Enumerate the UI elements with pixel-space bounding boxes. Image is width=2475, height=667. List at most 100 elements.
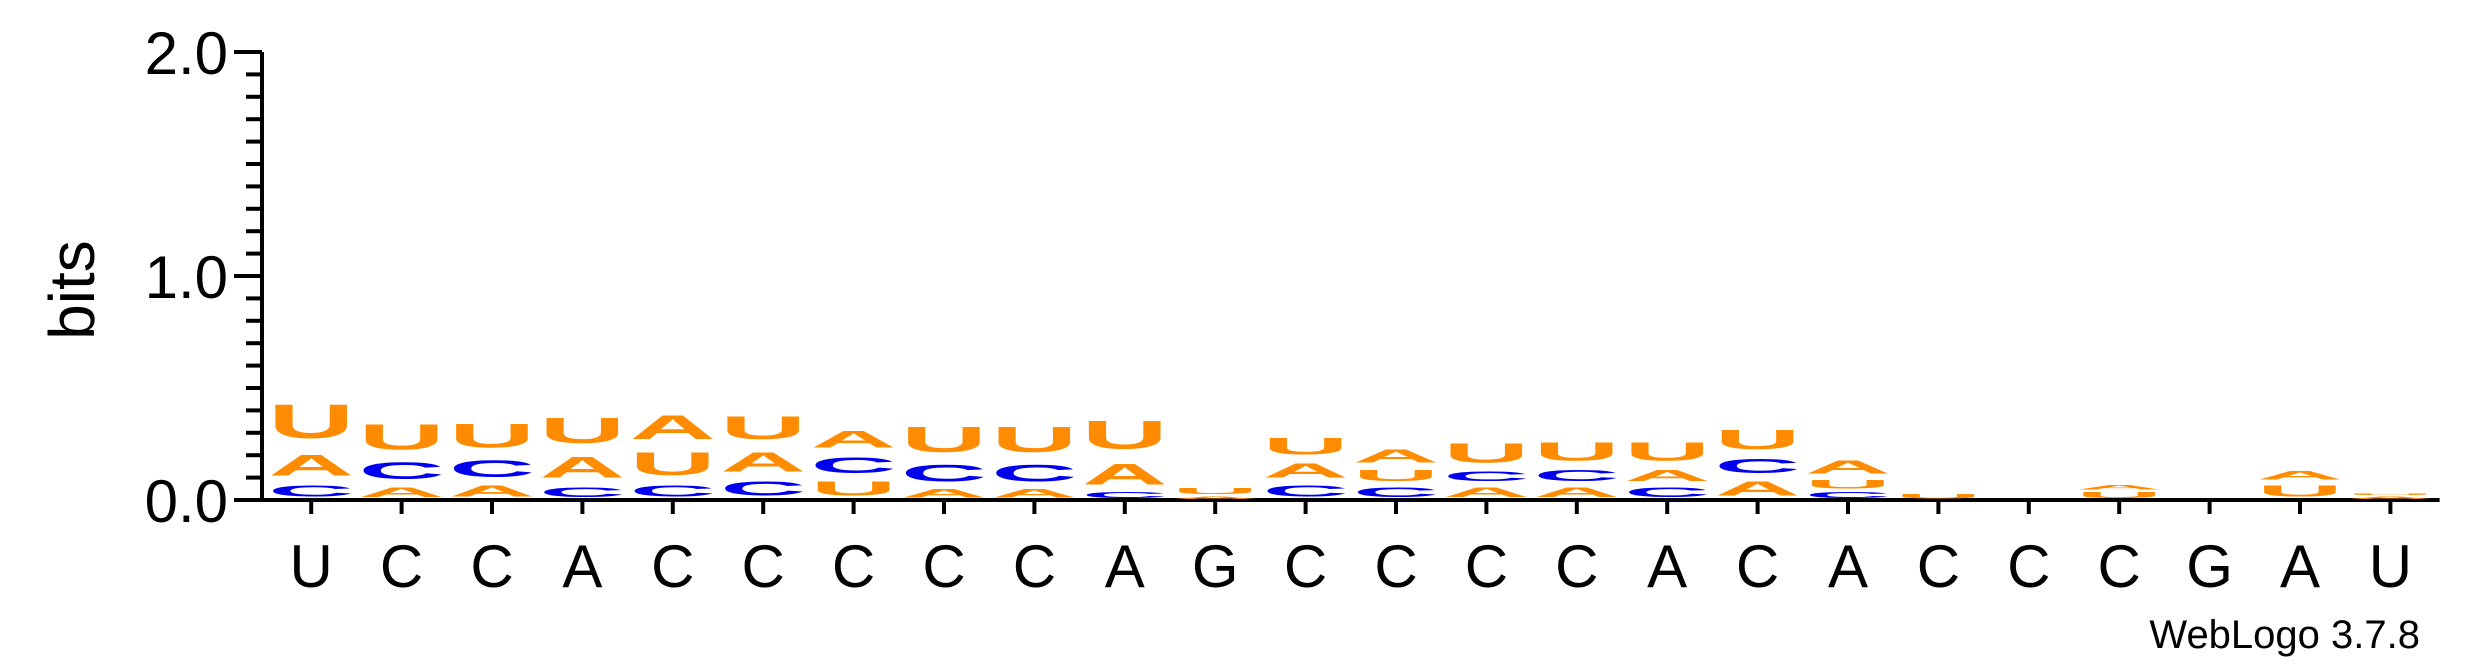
logo-letter-C: C bbox=[1082, 491, 1168, 500]
stack-position: ACU bbox=[449, 417, 535, 500]
logo-letter-A: A bbox=[991, 486, 1077, 499]
logo-letter-A: A bbox=[1082, 457, 1168, 491]
y-tick-label: 1.0 bbox=[145, 244, 228, 311]
logo-letter-C: C bbox=[1263, 482, 1349, 500]
x-tick-label: G bbox=[1192, 533, 1239, 600]
x-tick-label: A bbox=[1647, 533, 1687, 600]
logo-letter-A: A bbox=[720, 447, 806, 478]
x-tick-label: C bbox=[470, 533, 513, 600]
stack-position: CUA bbox=[1353, 446, 1439, 500]
stack-position: CAU bbox=[539, 410, 625, 500]
logo-letter-C: C bbox=[1715, 455, 1801, 477]
logo-letter-A: A bbox=[811, 426, 897, 453]
logo-letter-C: C bbox=[268, 482, 354, 500]
logo-letter-C: C bbox=[991, 460, 1077, 487]
x-tick-label: G bbox=[2186, 533, 2233, 600]
logo-letter-U: U bbox=[2257, 482, 2343, 500]
logo-letter-U: U bbox=[1353, 466, 1439, 484]
x-tick-label: A bbox=[562, 533, 602, 600]
x-tick-label: A bbox=[1828, 533, 1868, 600]
stack-position: AU bbox=[1172, 487, 1258, 500]
stack-position: CAU bbox=[268, 395, 354, 500]
logo-letter-C: C bbox=[449, 455, 535, 482]
x-tick-label: C bbox=[742, 533, 785, 600]
logo-letter-C: C bbox=[1805, 491, 1891, 500]
logo-letter-A: A bbox=[449, 482, 535, 500]
y-tick-label: 0.0 bbox=[145, 468, 228, 535]
logo-letter-A: A bbox=[901, 486, 987, 499]
x-tick-label: C bbox=[1917, 533, 1960, 600]
weblogo-footer: WebLogo 3.7.8 bbox=[2149, 613, 2420, 657]
x-tick-label: U bbox=[2369, 533, 2412, 600]
x-tick-label: U bbox=[290, 533, 333, 600]
logo-letter-U: U bbox=[1805, 477, 1891, 490]
logo-letter-A: A bbox=[1534, 484, 1620, 500]
logo-letter-C: C bbox=[901, 460, 987, 487]
stack-position: ACU bbox=[1443, 438, 1529, 500]
x-tick-label: C bbox=[2007, 533, 2050, 600]
y-tick-label: 2.0 bbox=[145, 20, 228, 87]
logo-letter-C: C bbox=[1534, 466, 1620, 484]
x-tick-label: A bbox=[2280, 533, 2320, 600]
logo-letter-A: A bbox=[1172, 496, 1258, 500]
logo-letter-U: U bbox=[1082, 413, 1168, 458]
stack-position: AU bbox=[2347, 493, 2433, 500]
logo-letter-U: U bbox=[1534, 437, 1620, 466]
logo-letter-U: U bbox=[2347, 493, 2433, 495]
logo-letter-U: U bbox=[901, 419, 987, 460]
logo-letter-U: U bbox=[449, 417, 535, 455]
logo-letter-U: U bbox=[2076, 491, 2162, 500]
logo-letter-A: A bbox=[1715, 478, 1801, 500]
logo-letter-C: C bbox=[359, 458, 445, 485]
logo-letter-A: A bbox=[2076, 484, 2162, 491]
stack-position: ACU bbox=[901, 419, 987, 500]
x-tick-label: A bbox=[1105, 533, 1145, 600]
logo-letter-U: U bbox=[1715, 424, 1801, 455]
logo-letter-C: C bbox=[630, 482, 716, 500]
stack-position: CUA bbox=[1805, 458, 1891, 500]
logo-letter-A: A bbox=[1624, 466, 1710, 484]
stack-position: ACU bbox=[991, 419, 1077, 500]
logo-letter-C: C bbox=[720, 478, 806, 500]
logo-letter-C: C bbox=[1353, 484, 1439, 500]
logo-letter-U: U bbox=[1624, 437, 1710, 466]
stack-position: CUA bbox=[630, 408, 716, 500]
x-tick-label: C bbox=[1374, 533, 1417, 600]
stack-position: CAU bbox=[1082, 413, 1168, 500]
logo-letter-U: U bbox=[720, 411, 806, 447]
logo-letter-U: U bbox=[1443, 438, 1529, 469]
x-tick-label: C bbox=[1555, 533, 1598, 600]
stack-position: U bbox=[1895, 493, 1981, 500]
logo-letter-A: A bbox=[359, 484, 445, 500]
stack-position: ACU bbox=[1715, 424, 1801, 500]
logo-letter-C: C bbox=[1624, 484, 1710, 500]
y-axis-label: bits bbox=[36, 240, 108, 340]
x-tick-label: C bbox=[651, 533, 694, 600]
logo-letter-A: A bbox=[1353, 446, 1439, 466]
stack-position: ACU bbox=[359, 417, 445, 500]
x-tick-label: C bbox=[1284, 533, 1327, 600]
logo-letter-A: A bbox=[630, 408, 716, 446]
stack-position: ACU bbox=[1534, 437, 1620, 499]
y-axis: 0.0 1.0 2.0 bbox=[145, 20, 264, 535]
logo-letter-U: U bbox=[991, 419, 1077, 460]
logo-letter-C: C bbox=[539, 484, 625, 500]
stack-position: UA bbox=[2257, 469, 2343, 501]
logo-letter-A: A bbox=[539, 451, 625, 485]
stack-position: CAU bbox=[720, 411, 806, 500]
logo-letter-A: A bbox=[2347, 496, 2433, 500]
logo-letter-U: U bbox=[630, 446, 716, 482]
logo-letter-A: A bbox=[1263, 460, 1349, 482]
logo-letter-A: A bbox=[1443, 484, 1529, 500]
logo-letter-U: U bbox=[359, 417, 445, 458]
x-tick-label: C bbox=[380, 533, 423, 600]
logo-letter-U: U bbox=[1172, 487, 1258, 496]
stack-position: CAU bbox=[1624, 437, 1710, 499]
x-tick-label: C bbox=[922, 533, 965, 600]
logo-letter-A: A bbox=[268, 449, 354, 483]
logo-letter-A: A bbox=[2257, 469, 2343, 482]
x-tick-label: C bbox=[1736, 533, 1779, 600]
